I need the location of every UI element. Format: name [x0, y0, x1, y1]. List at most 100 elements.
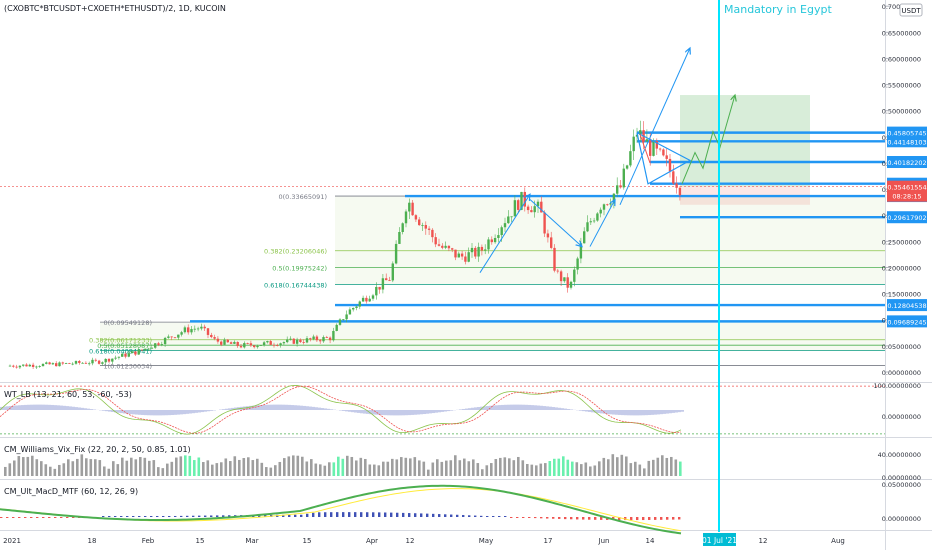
- candle-body: [309, 338, 312, 340]
- wt-histogram-bar: [126, 410, 129, 414]
- trend-arrow[interactable]: [589, 200, 615, 247]
- candle-body: [223, 339, 226, 345]
- vix-fix-panel[interactable]: [4, 454, 682, 476]
- wt-histogram-bar: [450, 410, 453, 411]
- candle-body: [355, 306, 358, 308]
- wt-histogram-bar: [585, 410, 588, 412]
- macd-histogram-bar: [558, 517, 561, 519]
- candle-body: [180, 332, 183, 335]
- candle-body: [358, 301, 361, 307]
- wt-histogram-bar: [81, 407, 84, 410]
- vix-bar: [278, 461, 282, 476]
- wt-lb-panel[interactable]: [0, 384, 885, 435]
- vix-bar: [8, 463, 12, 476]
- trend-arrow[interactable]: [529, 199, 582, 247]
- vix-bar: [314, 463, 318, 476]
- vix-bar: [472, 459, 475, 476]
- candle-body: [460, 253, 464, 257]
- trend-arrow[interactable]: [619, 48, 690, 205]
- candle-body: [64, 363, 68, 364]
- wt-histogram-bar: [231, 407, 234, 410]
- y-tick-label: 0.25000000: [882, 238, 921, 246]
- indicator-y-label: 0.05000000: [882, 481, 921, 489]
- candle-body: [576, 258, 579, 270]
- wt-histogram-bar: [48, 404, 51, 410]
- wt-histogram-bar: [327, 408, 330, 410]
- candle-body: [15, 366, 18, 368]
- macd-histogram-bar: [576, 517, 579, 520]
- horizontal-levels[interactable]: [0, 131, 885, 323]
- candle-body: [282, 342, 286, 344]
- candle-body: [546, 233, 550, 238]
- vix-bar: [566, 459, 570, 476]
- target-zone[interactable]: [680, 95, 810, 205]
- vix-bar: [269, 467, 273, 476]
- macd-histogram-bar: [462, 515, 465, 517]
- wt-histogram-bar: [444, 410, 447, 412]
- last-price-label: 0.35461554: [887, 184, 926, 192]
- wt-histogram-bar: [384, 410, 387, 416]
- wt-histogram-bar: [78, 407, 81, 410]
- vix-bar: [332, 462, 336, 476]
- macd-histogram-bar: [72, 517, 75, 518]
- candle-body: [474, 247, 477, 257]
- vix-bar: [535, 465, 538, 476]
- wt-histogram-bar: [618, 410, 621, 415]
- currency-badge[interactable]: USDT: [901, 7, 921, 15]
- candle-body: [437, 244, 441, 246]
- candle-body: [213, 337, 216, 339]
- wt-histogram-bar: [627, 410, 630, 416]
- fib-lower-label: 0.618(0.04084941): [89, 348, 152, 356]
- candle-body: [424, 225, 427, 229]
- vix-bar: [445, 460, 448, 476]
- vix-bar: [53, 468, 57, 476]
- pennant-shape[interactable]: [636, 132, 692, 185]
- vix-bar: [616, 457, 619, 476]
- wt-histogram-bar: [30, 404, 33, 410]
- wt-histogram-bar: [318, 407, 321, 410]
- wt-histogram-bar: [474, 407, 477, 410]
- wt-histogram-bar: [69, 406, 72, 410]
- wt-histogram-bar: [36, 404, 39, 410]
- projection-path[interactable]: [681, 95, 735, 185]
- wt-histogram-bar: [423, 410, 426, 415]
- wt-histogram-bar: [300, 405, 303, 410]
- wt-histogram-bar: [525, 404, 528, 410]
- wt-histogram-bar: [594, 410, 597, 413]
- vix-bar: [395, 459, 399, 476]
- vix-bar: [557, 458, 561, 476]
- candle-body: [97, 360, 101, 364]
- sell-marker: [639, 134, 651, 164]
- drawing-arrows[interactable]: [479, 48, 735, 273]
- fib-upper-label: 0.382(0.23206046): [264, 248, 327, 256]
- wt-histogram-bar: [201, 410, 204, 413]
- vix-bar: [197, 457, 201, 476]
- macd-panel[interactable]: [0, 484, 682, 535]
- vix-bar: [80, 454, 84, 476]
- candle-body: [418, 219, 421, 226]
- candle-body: [104, 358, 107, 363]
- vix-bar: [431, 462, 435, 476]
- indicator-y-label: 100.00000000: [873, 382, 921, 390]
- x-tick-label: 15: [303, 537, 312, 545]
- wt-histogram-bar: [513, 404, 516, 410]
- vix-bar: [341, 458, 345, 476]
- vix-bar: [260, 462, 264, 476]
- wt-histogram-bar: [534, 405, 537, 410]
- macd-histogram-bar: [516, 517, 519, 518]
- wt-histogram-bar: [60, 405, 63, 410]
- candle-body: [520, 191, 523, 210]
- candle-body: [487, 239, 490, 250]
- wt-histogram-bar: [18, 405, 21, 410]
- currency-badge-frame[interactable]: [899, 3, 923, 17]
- vix-bar: [611, 454, 615, 476]
- candle-body: [484, 249, 487, 251]
- vix-bar: [467, 461, 471, 476]
- wt-histogram-bar: [663, 410, 666, 414]
- candle-body: [229, 342, 233, 344]
- macd-histogram-bar: [660, 517, 663, 520]
- trend-arrow[interactable]: [479, 194, 530, 273]
- fibonacci-retracement[interactable]: 0(0.33665091) 0.382(0.23206046) 0.5(0.1997…: [89, 193, 885, 371]
- macd-histogram-bar: [666, 517, 669, 520]
